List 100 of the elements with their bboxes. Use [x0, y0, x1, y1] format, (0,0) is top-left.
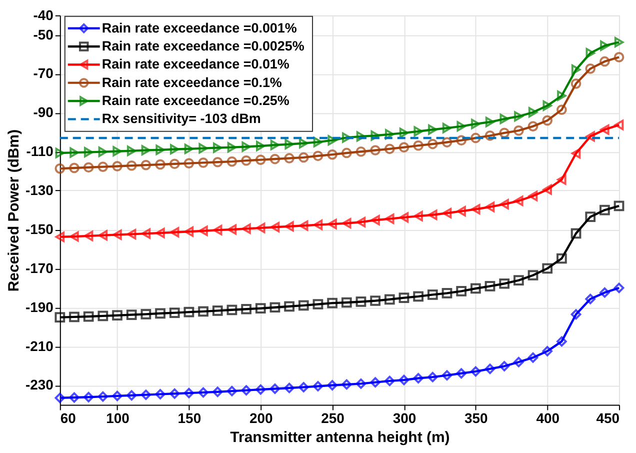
point — [55, 148, 65, 158]
point — [270, 222, 280, 232]
y-tick-label: -230 — [25, 376, 54, 393]
x-tick-label: 350 — [464, 410, 488, 426]
point — [442, 370, 452, 380]
point — [270, 384, 280, 394]
point — [442, 288, 452, 298]
point — [341, 297, 352, 308]
point — [600, 204, 610, 216]
point — [385, 214, 394, 224]
point — [528, 190, 538, 202]
point — [156, 228, 165, 238]
point — [169, 158, 180, 170]
point — [570, 78, 582, 89]
y-tick-label: -110 — [26, 143, 54, 160]
point — [227, 224, 237, 235]
point — [442, 208, 452, 218]
point — [500, 199, 509, 210]
point — [585, 64, 596, 74]
point — [184, 388, 194, 398]
point — [356, 131, 366, 142]
point — [156, 144, 165, 156]
point — [414, 126, 423, 137]
point — [399, 212, 409, 223]
point — [327, 380, 338, 390]
point — [184, 158, 194, 168]
point — [528, 352, 538, 363]
point — [499, 360, 510, 372]
y-tick-label: -210 — [25, 338, 54, 354]
y-axis-title: Received Power (dBm) — [5, 129, 22, 292]
x-tick-label: 300 — [392, 410, 416, 426]
point — [140, 160, 152, 170]
point — [585, 212, 596, 222]
point — [370, 377, 380, 388]
y-tick-label: -40 — [33, 6, 54, 23]
x-tick-label: 100 — [106, 410, 130, 426]
point — [456, 286, 467, 296]
point — [256, 140, 266, 152]
point — [55, 232, 65, 242]
point — [312, 381, 324, 392]
y-tick-label: -190 — [25, 298, 54, 315]
point — [570, 228, 582, 239]
point — [54, 312, 66, 322]
point — [356, 146, 366, 157]
point — [398, 374, 410, 386]
point — [141, 145, 151, 156]
point — [170, 227, 180, 238]
point — [341, 148, 352, 158]
point — [356, 296, 366, 307]
point — [471, 204, 480, 214]
point — [70, 231, 79, 242]
point — [456, 121, 466, 132]
point — [70, 147, 79, 158]
point — [126, 228, 136, 240]
point — [556, 253, 567, 264]
point — [241, 385, 252, 396]
point — [342, 218, 352, 228]
point — [370, 296, 380, 306]
point — [98, 146, 108, 157]
x-tick-label: 250 — [321, 410, 345, 426]
legend-label: Rain rate exceedance =0.25% — [102, 92, 290, 108]
point — [499, 278, 510, 289]
point — [456, 368, 466, 379]
point — [169, 308, 180, 318]
point — [513, 125, 524, 136]
point — [212, 386, 223, 398]
point — [528, 121, 538, 132]
point — [184, 306, 194, 318]
point — [98, 162, 108, 172]
x-tick-label: 450 — [596, 410, 620, 426]
point — [542, 115, 553, 126]
point — [398, 292, 410, 304]
point — [542, 100, 552, 111]
point — [84, 230, 94, 242]
legend-label: Rain rate exceedance =0.1% — [102, 74, 282, 90]
point — [571, 64, 581, 75]
point — [84, 147, 94, 158]
point — [614, 282, 624, 294]
point — [241, 304, 252, 314]
point — [586, 48, 595, 58]
point — [399, 128, 409, 138]
point — [83, 392, 94, 402]
point — [484, 130, 496, 141]
point — [442, 137, 452, 148]
point — [312, 150, 324, 162]
point — [413, 373, 424, 384]
y-tick-label: -50 — [33, 26, 54, 42]
point — [98, 310, 108, 322]
point — [255, 303, 266, 314]
point — [313, 220, 323, 230]
y-tick-label: -170 — [25, 260, 54, 276]
point — [528, 270, 538, 280]
point — [169, 388, 180, 399]
point — [370, 130, 380, 141]
y-tick-label: -130 — [25, 182, 54, 198]
point — [83, 311, 94, 322]
point — [198, 226, 208, 236]
point — [226, 304, 238, 316]
point — [342, 132, 352, 143]
point — [242, 142, 251, 152]
